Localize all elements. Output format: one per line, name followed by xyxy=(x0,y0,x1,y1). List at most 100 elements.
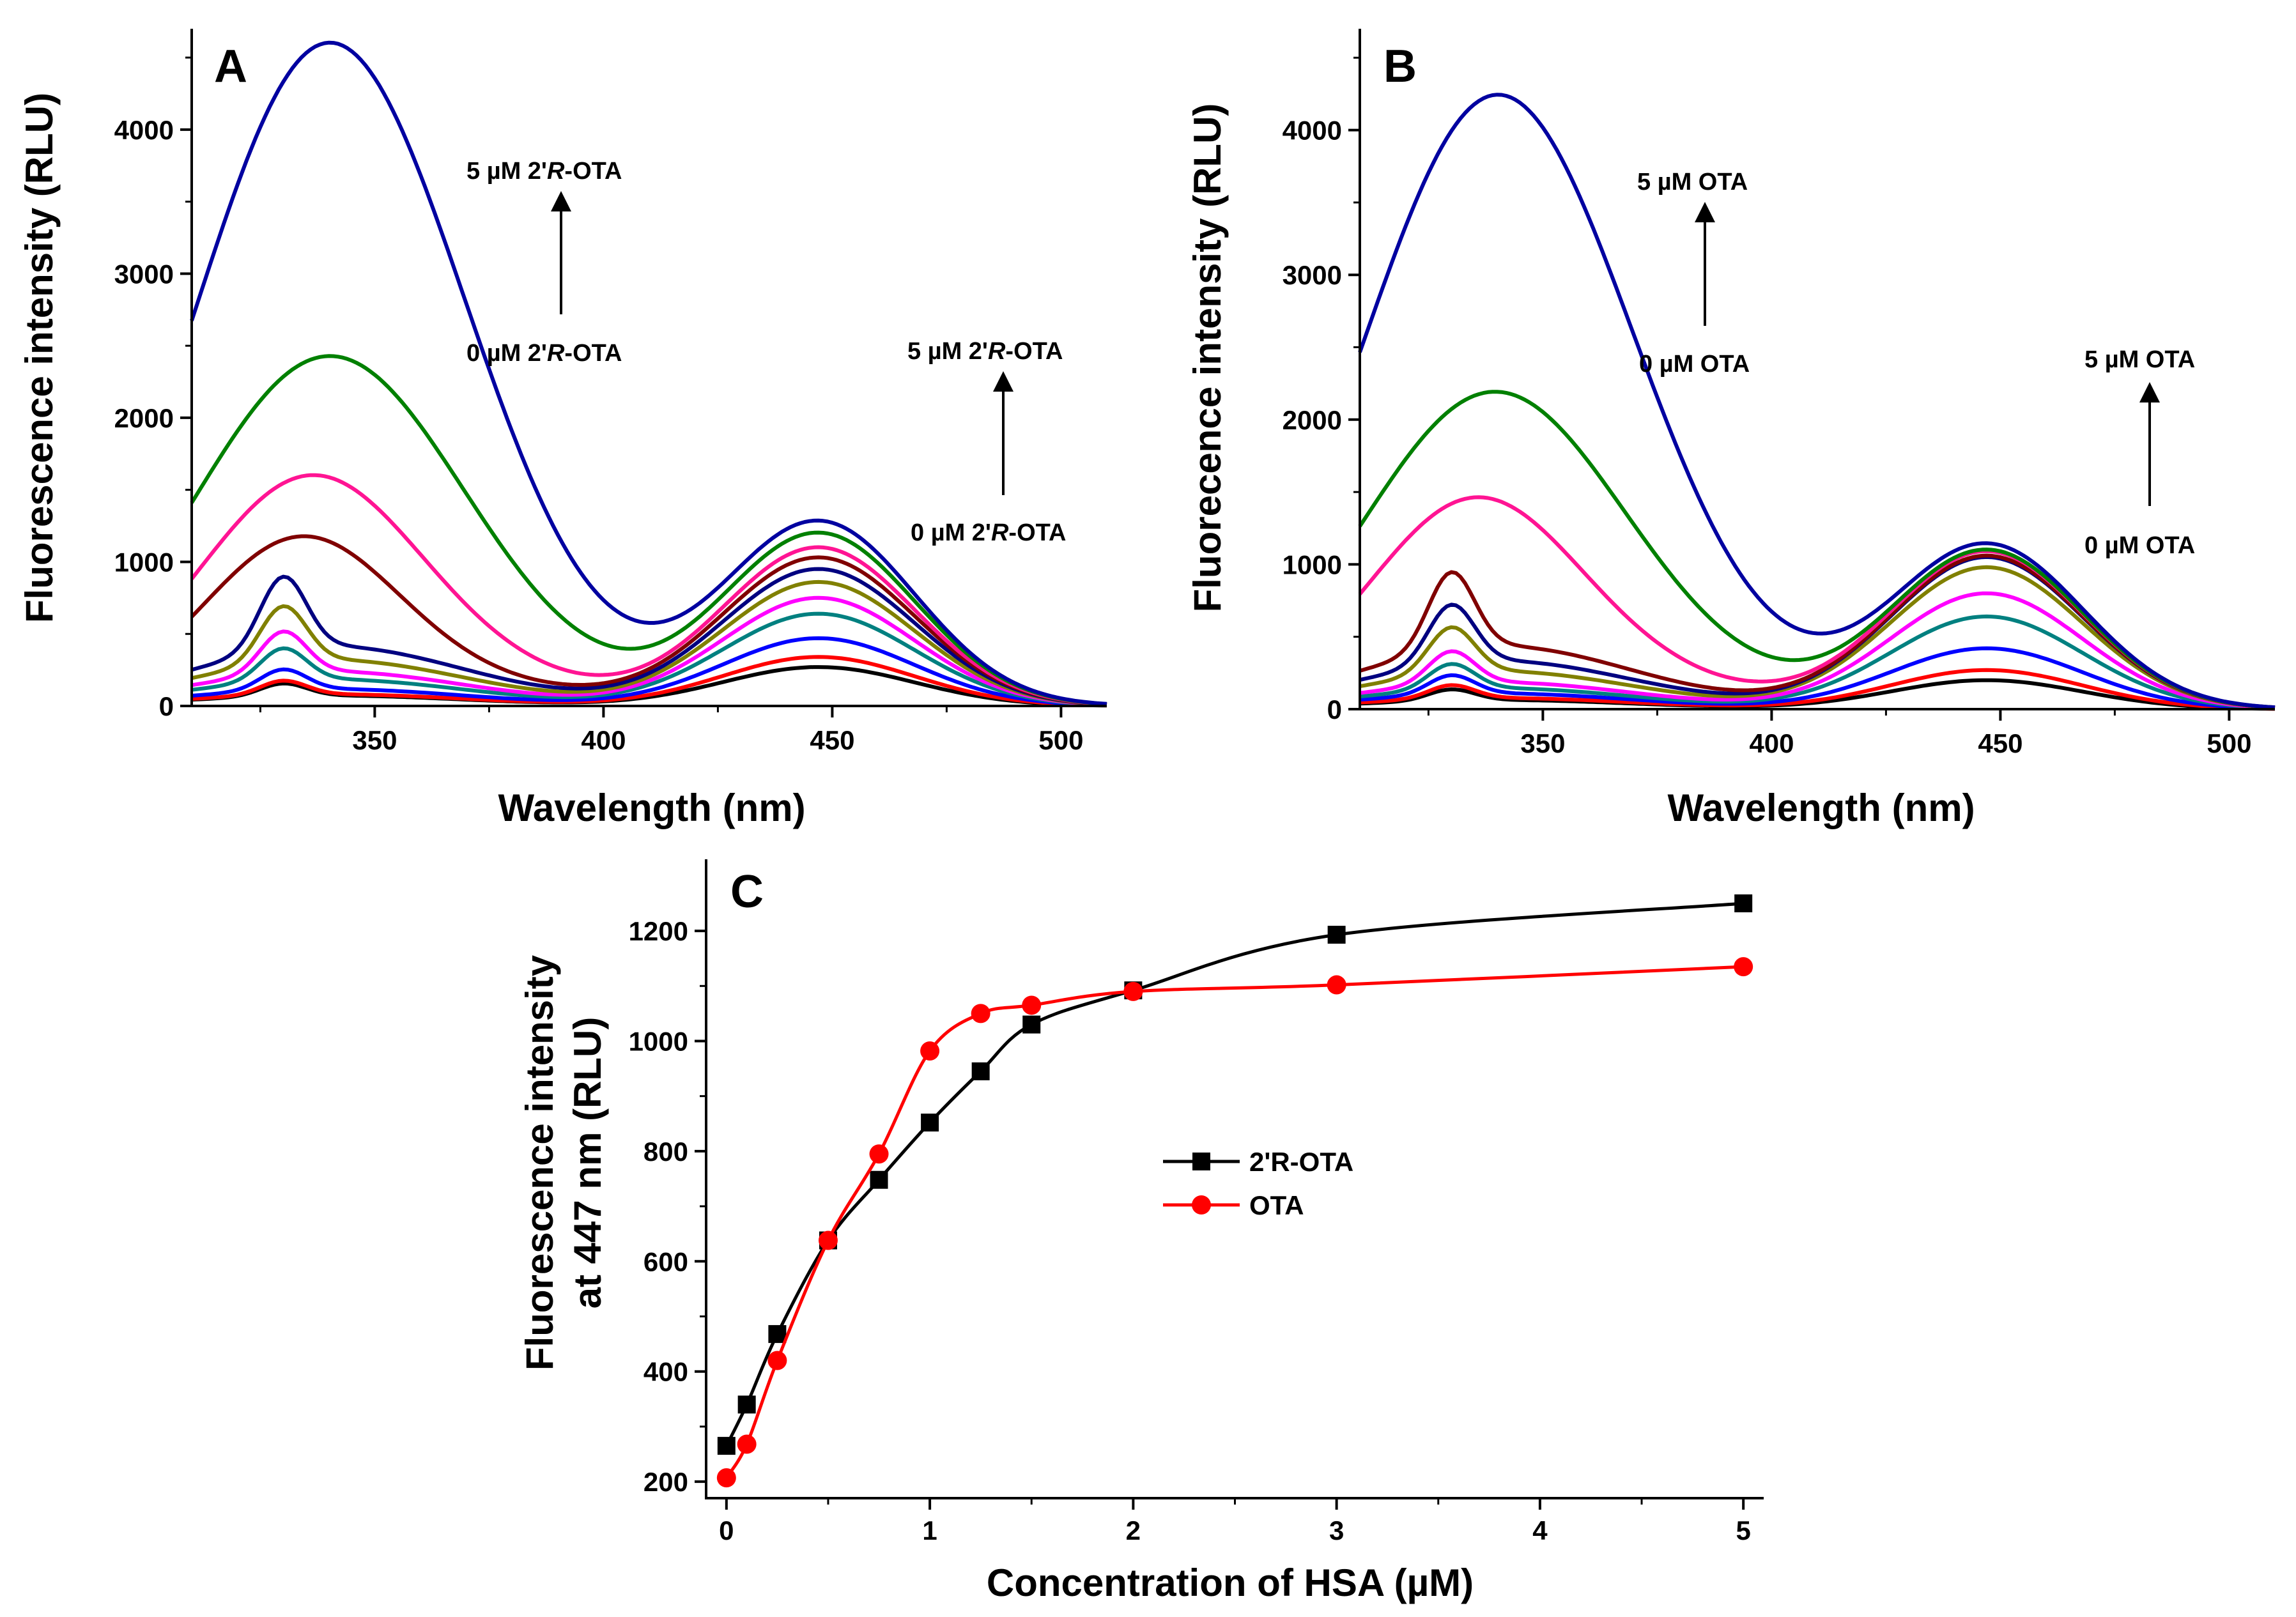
data-point-2r-ota xyxy=(1022,1015,1041,1034)
data-point-2r-ota xyxy=(870,1170,888,1189)
legend-label-2r-ota: 2'R-OTA xyxy=(1249,1147,1353,1177)
y-tick-label: 1000 xyxy=(629,1026,688,1056)
spectrum-1.25M xyxy=(191,567,1107,707)
panel-a-curves xyxy=(190,40,1107,708)
panel-c-x-ticks: 0 1 2 3 4 5 xyxy=(719,1498,1751,1545)
x-tick-label: 5 xyxy=(1736,1515,1750,1545)
data-point-ota xyxy=(716,1468,736,1488)
spectrum-1.5M xyxy=(190,534,1107,707)
panel-b-ann2-bottom: 0 µM OTA xyxy=(2084,532,2195,559)
x-tick-label: 2 xyxy=(1126,1515,1141,1545)
y-tick-label: 400 xyxy=(643,1357,688,1387)
x-tick-label: 1 xyxy=(922,1515,937,1545)
x-tick-label: 500 xyxy=(1038,725,1083,755)
data-point-ota xyxy=(869,1144,889,1164)
x-tick-label: 450 xyxy=(810,725,854,755)
data-point-ota xyxy=(737,1434,757,1454)
data-point-2r-ota xyxy=(768,1325,787,1344)
panel-a-ann1-top: 5 µM 2'R-OTA xyxy=(466,158,622,185)
data-point-ota xyxy=(1327,975,1346,995)
y-tick-label: 1200 xyxy=(629,916,688,946)
spectrum-0.75M xyxy=(191,595,1107,707)
panel-a-label: A xyxy=(214,41,247,92)
panel-a: 350 400 450 500 0 1000 2000 3000 4000 A Wavelen… xyxy=(18,29,1107,829)
panel-b-ann1-bottom: 0 µM OTA xyxy=(1639,351,1750,378)
panel-b-ann1-top: 5 µM OTA xyxy=(1637,169,1748,195)
data-point-ota xyxy=(1022,995,1042,1015)
spectrum-0.75M xyxy=(1359,591,2276,710)
panel-c-y-title-line1: Fluorescence intensity xyxy=(518,954,561,1370)
panel-b-annotation-1: 5 µM OTA 0 µM OTA xyxy=(1637,169,1750,378)
y-tick-label: 0 xyxy=(159,691,174,721)
x-tick-label: 350 xyxy=(352,725,397,755)
data-point-ota xyxy=(818,1230,838,1250)
panel-c-label: C xyxy=(730,866,764,917)
x-tick-label: 400 xyxy=(581,725,626,755)
panel-a-ann2-top: 5 µM 2'R-OTA xyxy=(907,338,1063,365)
panel-b-curves xyxy=(1358,93,2276,711)
panel-b-y-title: Fluorecence intensity (RLU) xyxy=(1186,103,1229,613)
panel-b-ann2-top: 5 µM OTA xyxy=(2084,346,2195,373)
data-point-2r-ota xyxy=(921,1114,939,1132)
y-tick-label: 600 xyxy=(643,1246,688,1276)
spectrum-1M xyxy=(191,579,1107,707)
spectrum-0.5M xyxy=(191,611,1107,707)
y-tick-label: 3000 xyxy=(114,259,174,289)
panel-c-y-ticks: 200 400 600 800 1000 1200 xyxy=(629,916,706,1497)
spectrum-3M xyxy=(190,354,1107,706)
x-tick-label: 0 xyxy=(719,1515,734,1545)
panel-a-ann1-bottom: 0 µM 2'R-OTA xyxy=(466,340,622,367)
data-point-ota xyxy=(920,1041,940,1061)
spectrum-5M xyxy=(190,40,1107,706)
panel-a-x-title: Wavelength (nm) xyxy=(498,786,805,829)
x-tick-label: 4 xyxy=(1532,1515,1548,1545)
panel-c: 0 1 2 3 4 5 200 400 600 800 1000 1200 C Concentrat… xyxy=(518,859,1764,1604)
x-tick-label: 450 xyxy=(1978,728,2022,758)
panel-a-ann2-bottom: 0 µM 2'R-OTA xyxy=(911,519,1066,546)
panel-b-x-title: Wavelength (nm) xyxy=(1667,786,1975,829)
data-point-ota xyxy=(767,1351,787,1370)
panel-b: 350 400 450 500 0 1000 2000 3000 4000 B Wavelen… xyxy=(1186,29,2276,829)
y-tick-label: 1000 xyxy=(1283,549,1342,579)
panel-c-axes xyxy=(705,859,1764,1499)
data-point-ota xyxy=(971,1004,990,1023)
panel-b-label: B xyxy=(1383,41,1417,92)
panel-c-y-title-line2: at 447 nm (RLU) xyxy=(566,1017,609,1309)
panel-b-annotation-2: 5 µM OTA 0 µM OTA xyxy=(2084,346,2195,559)
data-point-2r-ota xyxy=(1734,894,1753,912)
legend-marker-2r-ota xyxy=(1192,1153,1210,1170)
x-tick-label: 500 xyxy=(2207,728,2251,758)
panel-c-legend: 2'R-OTA OTA xyxy=(1163,1147,1353,1220)
spectrum-0M xyxy=(1359,678,2276,711)
panel-a-annotation-1: 5 µM 2'R-OTA 0 µM 2'R-OTA xyxy=(466,158,622,367)
panel-a-x-ticks: 350 400 450 500 xyxy=(259,706,1083,755)
y-tick-label: 2000 xyxy=(114,403,174,433)
panel-c-series xyxy=(716,894,1753,1488)
y-tick-label: 3000 xyxy=(1283,260,1342,290)
data-point-2r-ota xyxy=(737,1395,756,1414)
spectrum-0.25M xyxy=(1359,646,2276,710)
y-tick-label: 4000 xyxy=(114,115,174,145)
y-tick-label: 2000 xyxy=(1283,405,1342,435)
x-tick-label: 3 xyxy=(1329,1515,1344,1545)
panel-b-x-ticks: 350 400 450 500 xyxy=(1427,709,2251,758)
y-tick-label: 0 xyxy=(1327,694,1342,724)
data-point-2r-ota xyxy=(1327,926,1346,944)
data-point-ota xyxy=(1123,981,1143,1001)
panel-a-annotation-2: 5 µM 2'R-OTA 0 µM 2'R-OTA xyxy=(907,338,1066,546)
legend-marker-ota xyxy=(1192,1195,1211,1215)
x-tick-label: 350 xyxy=(1520,728,1565,758)
data-point-2r-ota xyxy=(971,1062,990,1080)
y-tick-label: 4000 xyxy=(1283,116,1342,146)
panel-c-x-title: Concentration of HSA (µM) xyxy=(987,1561,1474,1604)
y-tick-label: 200 xyxy=(643,1467,688,1497)
legend-label-ota: OTA xyxy=(1249,1190,1304,1220)
y-tick-label: 800 xyxy=(643,1137,688,1167)
data-point-2r-ota xyxy=(717,1437,736,1455)
panel-b-y-ticks: 0 1000 2000 3000 4000 xyxy=(1283,56,1360,724)
x-tick-label: 400 xyxy=(1749,728,1794,758)
panel-a-y-ticks: 0 1000 2000 3000 4000 xyxy=(114,56,192,721)
panel-a-y-title: Fluorescence intensity (RLU) xyxy=(18,93,61,623)
spectrum-2M xyxy=(190,473,1107,707)
